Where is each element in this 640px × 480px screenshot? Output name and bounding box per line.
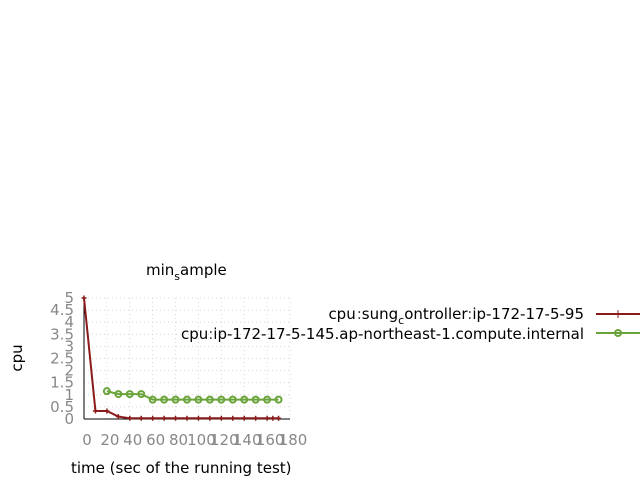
y-tick-label: 0.5 [50,398,74,416]
data-point [150,415,156,421]
legend-label-1: cpu:ip-172-17-5-145.ap-northeast-1.compu… [181,325,584,343]
y-tick-labels: 00.511.522.533.544.55 [50,289,74,428]
x-tick-label: 180 [279,431,308,449]
y-tick-label: 5 [64,289,74,307]
data-point [104,408,110,414]
x-tick-label: 120 [210,431,239,449]
data-point [205,395,214,404]
x-tick-label: 100 [187,431,216,449]
data-point [160,395,169,404]
data-point [171,395,180,404]
data-point [194,395,203,404]
data-point [138,415,144,421]
series-line-1 [106,390,279,401]
x-tick-label: 160 [256,431,285,449]
series-1 [102,387,283,404]
data-point [264,415,270,421]
data-point [263,395,272,404]
data-point [183,395,191,404]
y-tick-label: 4.5 [50,301,74,319]
y-tick-label: 3 [64,337,74,355]
data-point [92,408,98,414]
y-tick-label: 1 [64,386,74,404]
data-point [148,395,157,404]
legend: cpu:sungcontroller:ip-172-17-5-95 + cpu:… [181,305,640,343]
y-tick-label: 4 [64,313,74,331]
data-point [217,395,226,404]
data-point [251,395,260,404]
data-point [276,415,282,421]
data-point [114,390,123,399]
data-point [230,415,236,421]
data-point [207,415,213,421]
series-0 [81,295,282,421]
chart-title-sub: s [174,270,180,283]
x-tick-label: 80 [169,431,188,449]
data-point [253,415,259,421]
legend-marker-1 [614,329,622,337]
legend-label-0: cpu:sungcontroller:ip-172-17-5-95 [328,305,584,327]
chart-title: minsample [146,261,227,283]
chart-title-rest: ample [180,261,227,279]
data-point [137,390,146,399]
x-tick-label: 0 [82,431,92,449]
x-axis-label: time (sec of the running test) [71,459,292,477]
data-point [161,415,167,421]
data-point [195,415,201,421]
data-point [270,415,276,421]
data-point [184,415,190,421]
x-tick-label: 40 [123,431,142,449]
data-point [127,415,133,421]
series-layer [81,295,283,421]
data-point [102,387,111,396]
data-point [228,395,237,404]
data-point [115,414,121,420]
legend-marker-0: + [613,307,623,321]
data-point [274,395,283,404]
x-tick-label: 60 [146,431,165,449]
data-point [125,390,134,399]
y-tick-label: 2.5 [50,350,74,368]
y-tick-label: 0 [64,410,74,428]
data-point [81,295,87,301]
data-point [218,415,224,421]
grid [83,297,291,420]
x-tick-label: 140 [233,431,262,449]
y-tick-label: 2 [64,362,74,380]
y-tick-label: 3.5 [50,325,74,343]
y-tick-label: 1.5 [50,374,74,392]
data-point [241,415,247,421]
data-point [240,395,249,404]
y-axis-label: cpu [8,344,26,371]
chart-title-main: min [146,261,174,279]
x-tick-label: 20 [100,431,119,449]
data-point [173,415,179,421]
